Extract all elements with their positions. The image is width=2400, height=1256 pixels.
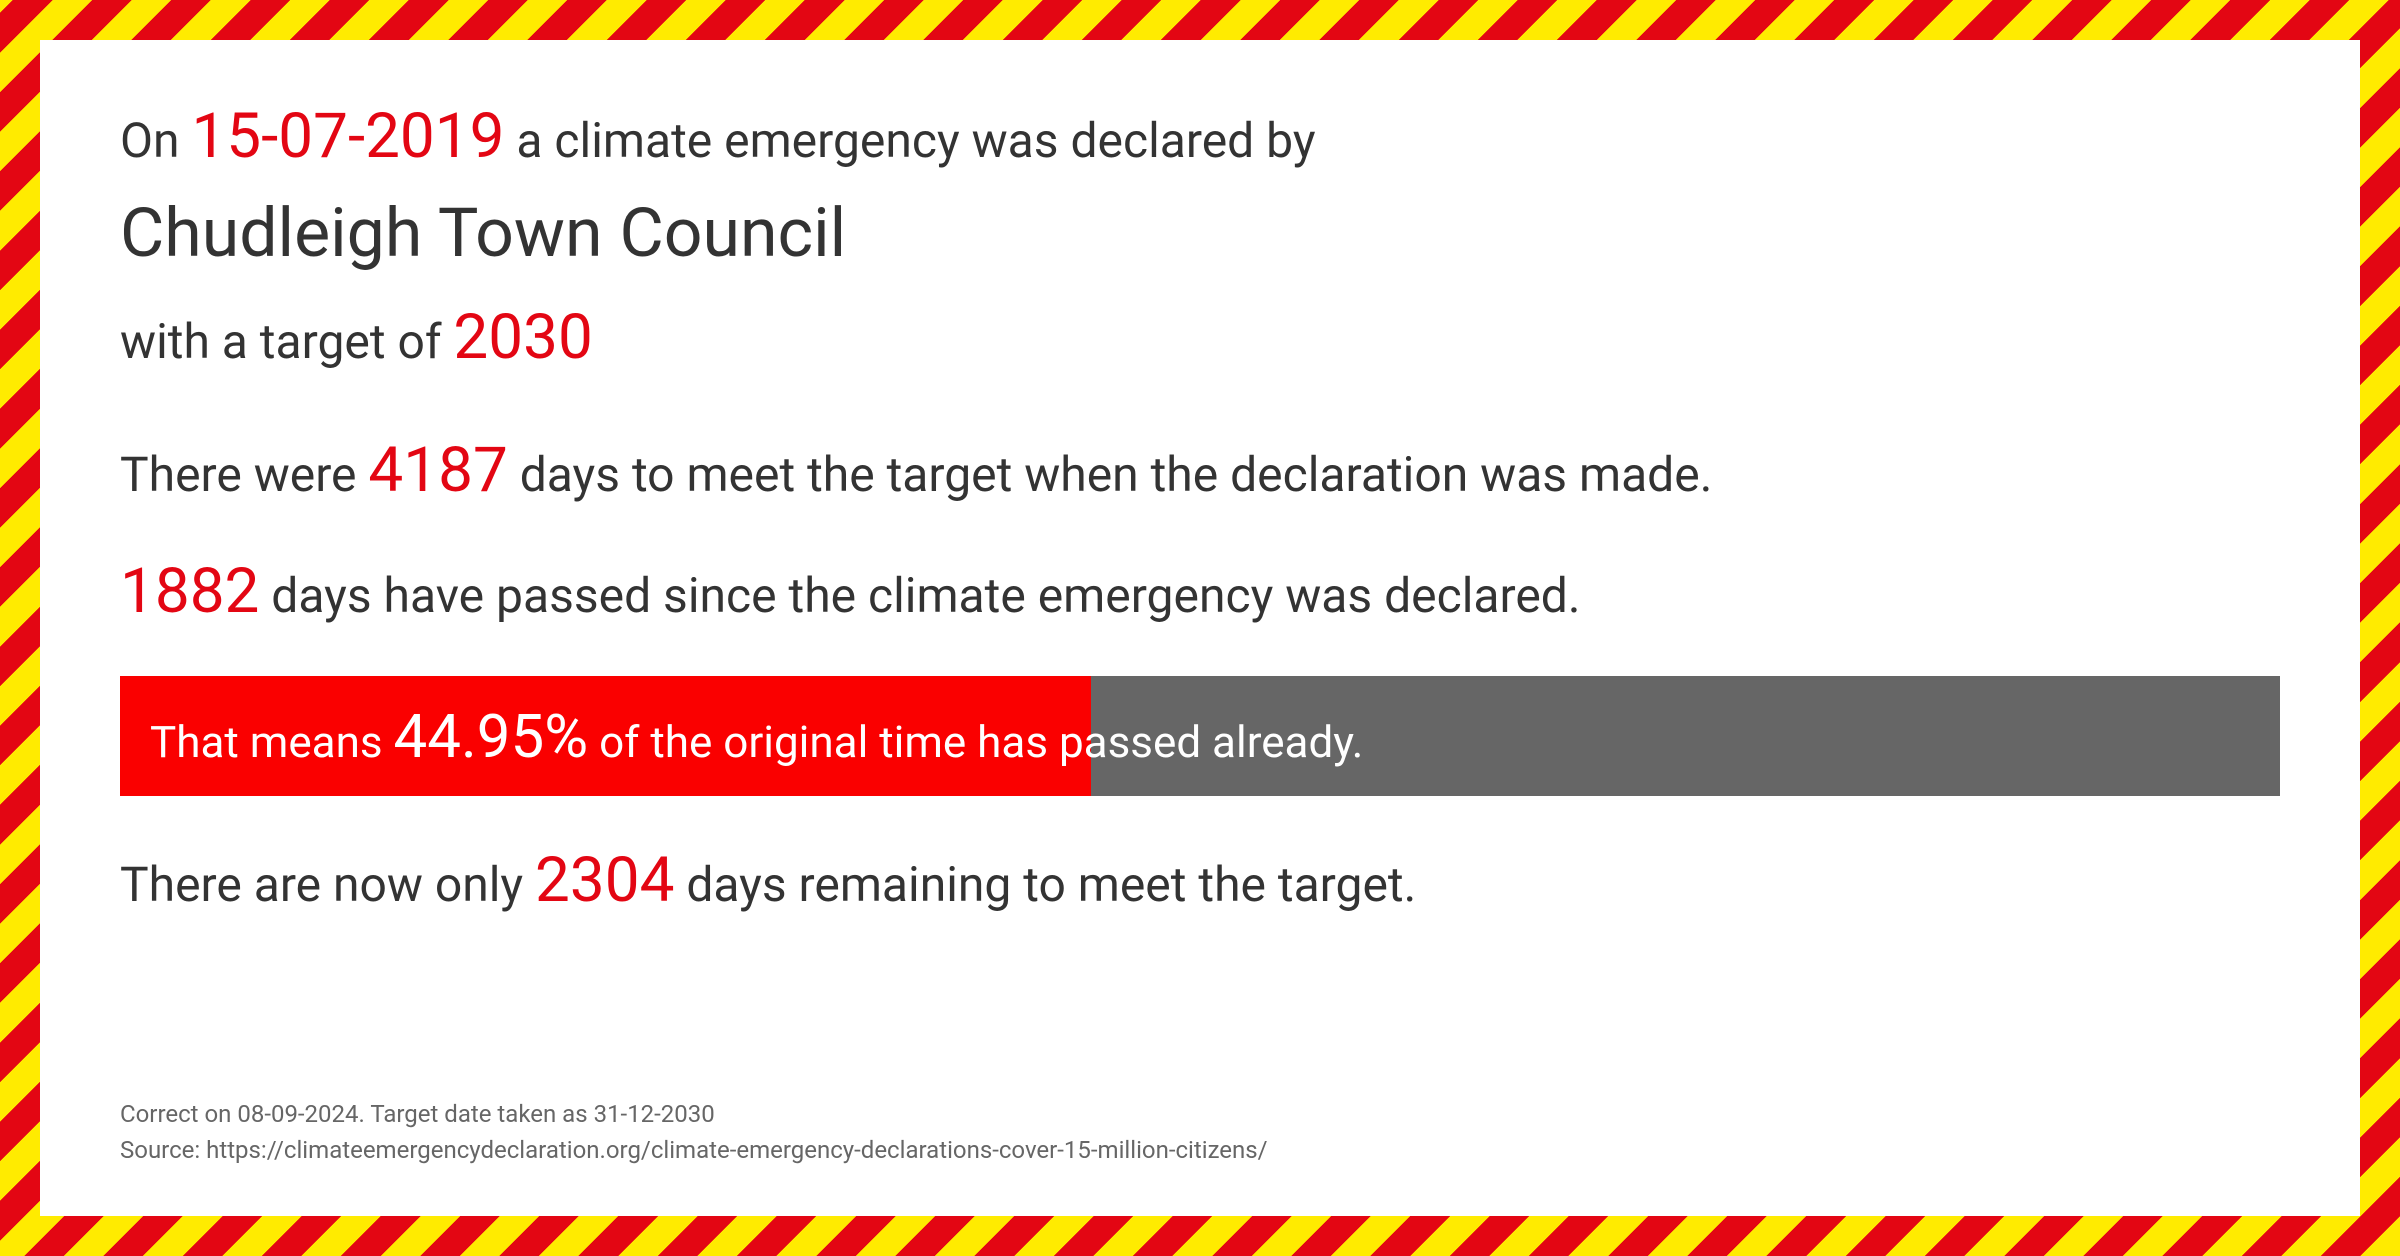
footer-notes: Correct on 08-09-2024. Target date taken… (120, 1096, 1268, 1168)
council-name: Chudleigh Town Council (120, 193, 2280, 273)
days-remaining-suffix: days remaining to meet the target. (674, 856, 1416, 913)
declaration-line: On 15-07-2019 a climate emergency was de… (120, 100, 2280, 173)
days-passed-suffix: days have passed since the climate emerg… (259, 567, 1580, 624)
progress-suffix: of the original time has passed already. (588, 716, 1363, 768)
hazard-border: On 15-07-2019 a climate emergency was de… (0, 0, 2400, 1256)
target-prefix: with a target of (120, 313, 453, 370)
days-remaining-prefix: There are now only (120, 856, 535, 913)
days-total-value: 4187 (368, 434, 507, 507)
target-year: 2030 (453, 301, 592, 374)
declaration-prefix: On (120, 112, 191, 169)
days-remaining-line: There are now only 2304 days remaining t… (120, 844, 2280, 917)
days-remaining-value: 2304 (535, 844, 674, 917)
days-passed-value: 1882 (120, 555, 259, 628)
days-passed-line: 1882 days have passed since the climate … (120, 555, 2280, 628)
progress-text: That means 44.95% of the original time h… (120, 701, 1363, 772)
days-total-prefix: There were (120, 446, 368, 503)
progress-percent: 44.95% (394, 701, 589, 772)
target-line: with a target of 2030 (120, 301, 2280, 374)
footer-line-1: Correct on 08-09-2024. Target date taken… (120, 1096, 1268, 1132)
progress-bar: That means 44.95% of the original time h… (120, 676, 2280, 796)
progress-prefix: That means (150, 716, 394, 768)
declaration-date: 15-07-2019 (191, 100, 504, 173)
content-panel: On 15-07-2019 a climate emergency was de… (40, 40, 2360, 1216)
days-total-line: There were 4187 days to meet the target … (120, 434, 2280, 507)
days-total-suffix: days to meet the target when the declara… (508, 446, 1713, 503)
footer-line-2: Source: https://climateemergencydeclarat… (120, 1132, 1268, 1168)
declaration-suffix: a climate emergency was declared by (504, 112, 1315, 169)
